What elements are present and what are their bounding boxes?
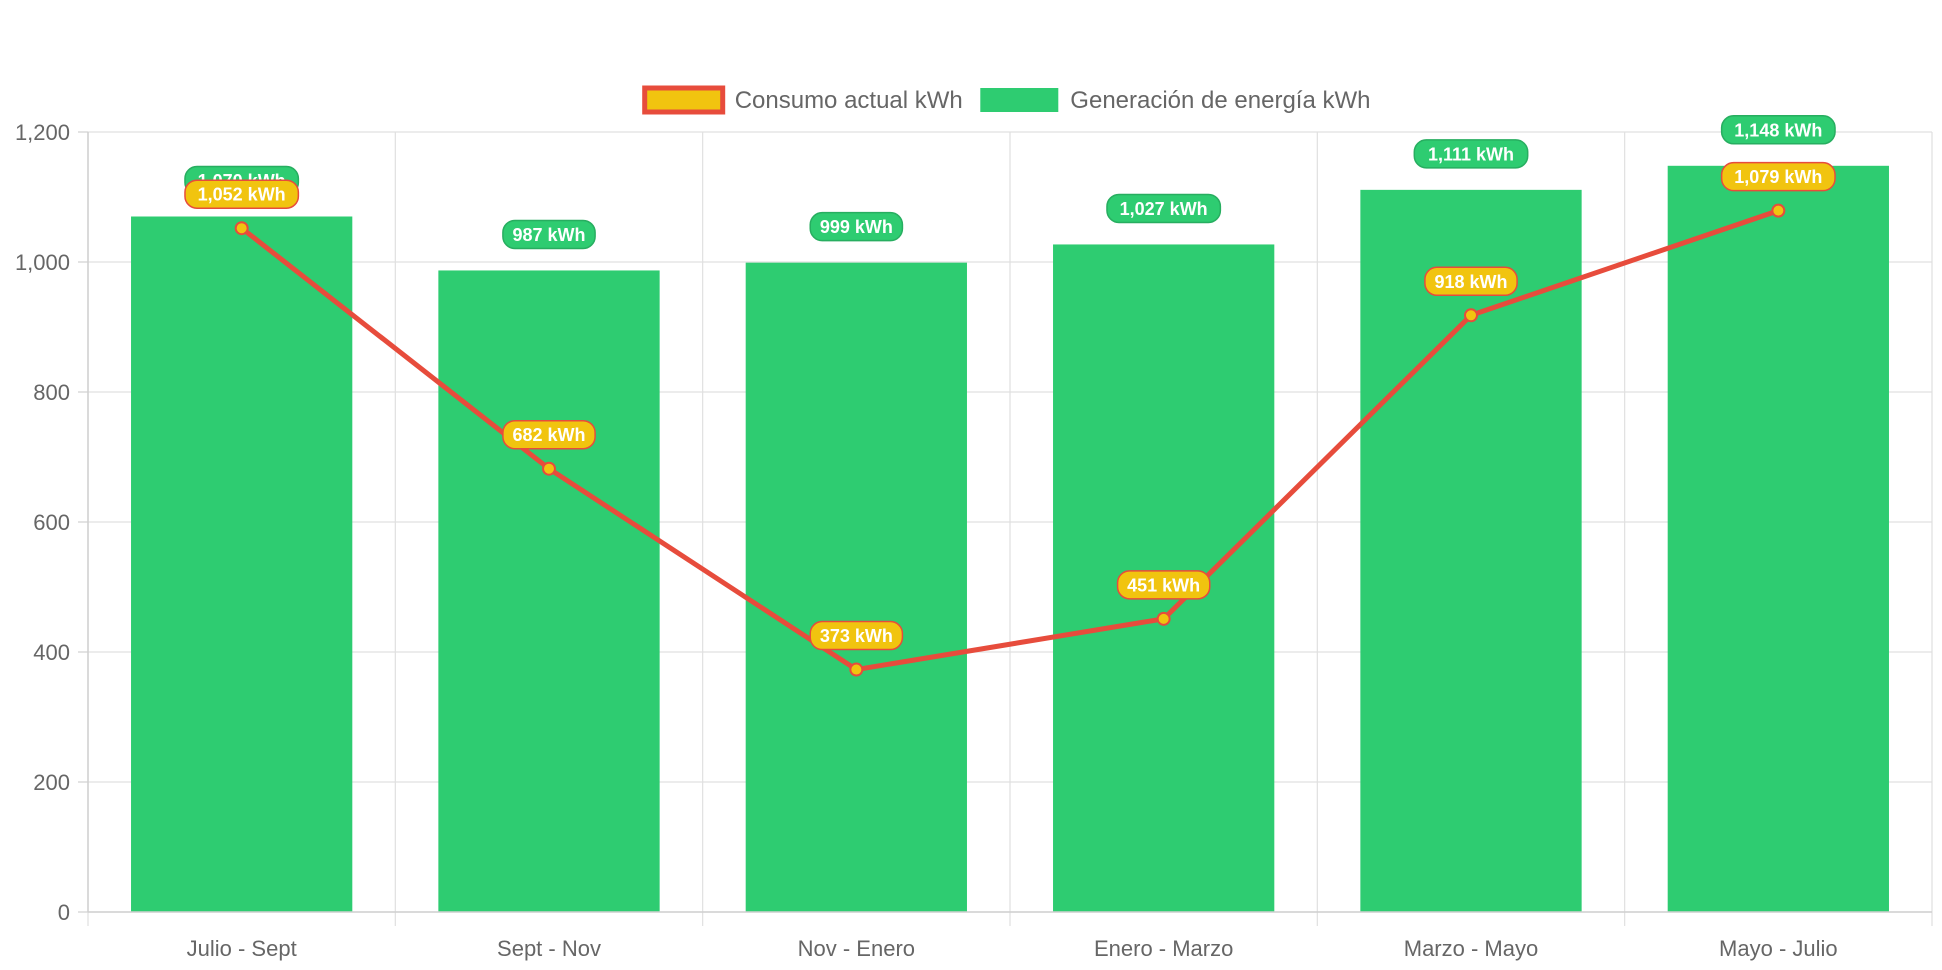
y-tick-label: 400 <box>33 640 70 665</box>
line-data-label: 1,052 kWh <box>184 179 300 209</box>
data-label-bg <box>502 419 596 450</box>
legend-item[interactable]: Generación de energía kWh <box>980 87 1370 114</box>
data-label-bg <box>1720 161 1836 192</box>
line-data-label: 373 kWh <box>809 620 904 651</box>
x-tick-label: Marzo - Mayo <box>1404 936 1538 961</box>
legend-label: Consumo actual kWh <box>735 87 963 114</box>
legend: Consumo actual kWh Generación de energía … <box>642 85 1370 115</box>
data-label-bg <box>1413 139 1529 169</box>
data-label-bg <box>184 179 300 209</box>
line-data-label: 918 kWh <box>1424 266 1518 297</box>
x-tick-label: Mayo - Julio <box>1719 936 1838 961</box>
data-label-bg <box>1424 266 1518 297</box>
line-point <box>849 662 864 677</box>
x-tick-label: Enero - Marzo <box>1094 936 1233 961</box>
data-label-text: 1,027 kWh <box>1120 199 1208 219</box>
bar <box>131 216 353 912</box>
legend-label: Generación de energía kWh <box>1070 87 1370 114</box>
bar-data-label: 1,027 kWh <box>1106 193 1222 224</box>
bar <box>1360 189 1582 913</box>
line-layer <box>234 203 1786 677</box>
data-label-text: 682 kWh <box>512 425 585 445</box>
data-label-bg <box>1106 193 1222 224</box>
x-tick-label: Julio - Sept <box>187 936 297 961</box>
legend-item[interactable]: Consumo actual kWh <box>642 85 963 115</box>
data-label-bg <box>809 211 904 242</box>
y-tick-label: 600 <box>33 510 70 535</box>
data-label-bg <box>809 620 904 651</box>
line-data-label: 1,079 kWh <box>1720 161 1836 192</box>
data-label-bg <box>1720 115 1836 145</box>
line-point <box>542 461 556 476</box>
bar-data-label: 1,111 kWh <box>1413 139 1529 169</box>
data-label-text: 1,052 kWh <box>198 185 286 205</box>
data-label-text: 451 kWh <box>1127 575 1200 595</box>
y-tick-label: 200 <box>33 770 70 795</box>
y-tick-label: 800 <box>33 380 70 405</box>
legend-swatch <box>642 85 726 115</box>
data-label-bg <box>502 219 596 250</box>
axes-layer: 0 200 400 600 800 1,000 1,200 Julio - Sept Sept … <box>15 120 1932 961</box>
line-point <box>1771 203 1786 218</box>
line-data-label: 451 kWh <box>1116 570 1211 600</box>
x-tick-label: Sept - Nov <box>497 936 601 961</box>
bar <box>438 270 660 912</box>
data-label-text: 1,111 kWh <box>1428 144 1514 164</box>
grid-layer <box>87 131 1933 926</box>
line-data-label: 682 kWh <box>502 419 596 450</box>
series-line <box>240 208 1780 673</box>
data-label-text: 1,079 kWh <box>1734 167 1822 187</box>
bar-data-label: 999 kWh <box>809 211 904 242</box>
x-tick-label: Nov - Enero <box>798 936 915 961</box>
data-label-bg <box>1116 570 1211 600</box>
line-point <box>1464 308 1478 323</box>
bar-data-label: 1,148 kWh <box>1720 115 1836 145</box>
data-label-text: 373 kWh <box>820 626 893 646</box>
data-label-text: 918 kWh <box>1434 272 1507 292</box>
legend-swatch <box>980 88 1059 112</box>
data-label-text: 999 kWh <box>820 217 893 237</box>
bar-data-label: 987 kWh <box>502 219 596 250</box>
line-point <box>234 221 249 236</box>
bar <box>745 262 967 912</box>
y-tick-label: 1,200 <box>15 120 70 145</box>
line-point <box>1156 611 1171 626</box>
data-label-text: 1,148 kWh <box>1734 120 1822 140</box>
data-label-text: 987 kWh <box>512 225 585 245</box>
bar <box>1667 165 1889 913</box>
y-tick-label: 1,000 <box>15 250 70 275</box>
y-tick-label: 0 <box>58 900 70 925</box>
